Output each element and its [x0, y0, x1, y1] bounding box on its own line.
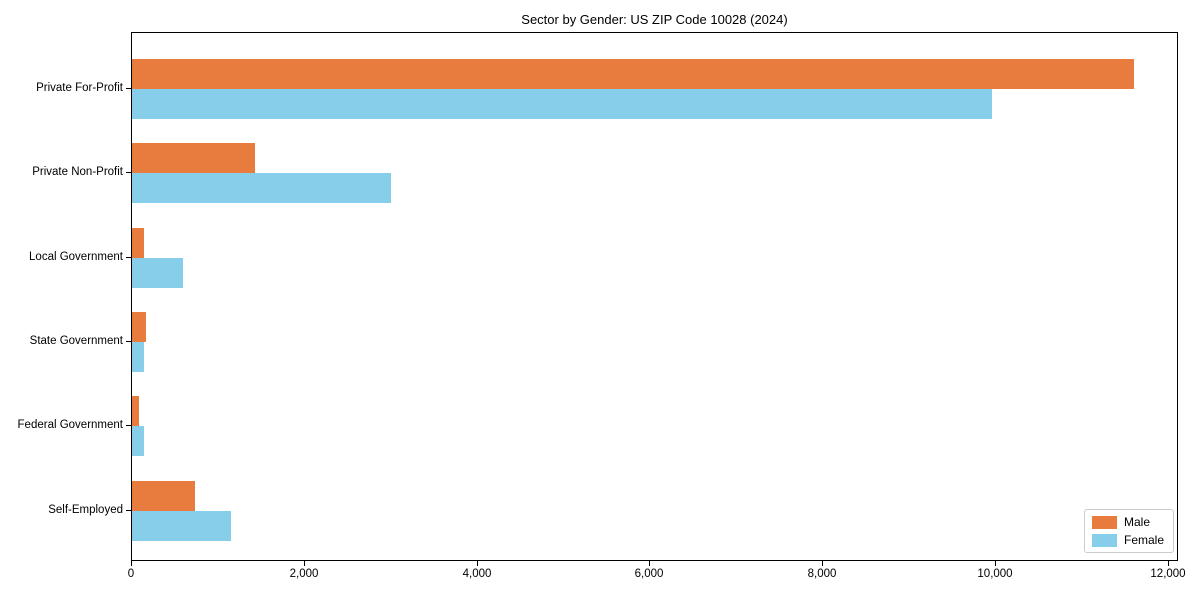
legend-label-female: Female: [1123, 533, 1164, 547]
ytick-label-3: State Government: [29, 335, 123, 347]
bar-male-5: [132, 481, 195, 511]
xtick-label-0: 0: [127, 568, 135, 580]
xtick-label-2: 4,000: [462, 568, 492, 580]
bar-female-2: [132, 258, 183, 288]
ytick-mark-0: [126, 88, 131, 89]
ytick-mark-1: [126, 172, 131, 173]
ytick-label-1: Private Non-Profit: [32, 166, 123, 178]
ytick-mark-4: [126, 425, 131, 426]
bar-male-2: [132, 228, 144, 258]
bar-female-4: [132, 426, 144, 456]
legend-swatch-female-icon: [1091, 533, 1117, 547]
ytick-mark-2: [126, 257, 131, 258]
ytick-label-5: Self-Employed: [48, 504, 123, 516]
plot-area: Male Female: [131, 32, 1178, 561]
legend: Male Female: [1083, 509, 1174, 553]
xtick-mark-6: [1168, 561, 1169, 566]
ytick-mark-5: [126, 510, 131, 511]
ytick-mark-3: [126, 341, 131, 342]
bar-female-5: [132, 511, 231, 541]
xtick-label-1: 2,000: [289, 568, 319, 580]
bar-female-0: [132, 89, 992, 119]
bar-female-1: [132, 173, 391, 203]
ytick-label-4: Federal Government: [17, 419, 123, 431]
legend-item-female: Female: [1091, 533, 1164, 547]
chart-title: Sector by Gender: US ZIP Code 10028 (202…: [521, 12, 788, 27]
xtick-label-6: 12,000: [1150, 568, 1186, 580]
bar-male-1: [132, 143, 255, 173]
ytick-label-2: Local Government: [29, 251, 123, 263]
legend-swatch-male-icon: [1091, 515, 1117, 529]
bar-male-0: [132, 59, 1134, 89]
xtick-mark-5: [995, 561, 996, 566]
ytick-label-0: Private For-Profit: [36, 82, 123, 94]
legend-label-male: Male: [1123, 515, 1150, 529]
legend-item-male: Male: [1091, 515, 1164, 529]
xtick-mark-2: [477, 561, 478, 566]
xtick-label-3: 6,000: [634, 568, 664, 580]
xtick-mark-4: [822, 561, 823, 566]
xtick-mark-1: [304, 561, 305, 566]
xtick-label-4: 8,000: [807, 568, 837, 580]
bar-male-4: [132, 396, 139, 426]
xtick-mark-3: [649, 561, 650, 566]
xtick-mark-0: [131, 561, 132, 566]
bar-female-3: [132, 342, 144, 372]
bar-male-3: [132, 312, 146, 342]
xtick-label-5: 10,000: [977, 568, 1013, 580]
